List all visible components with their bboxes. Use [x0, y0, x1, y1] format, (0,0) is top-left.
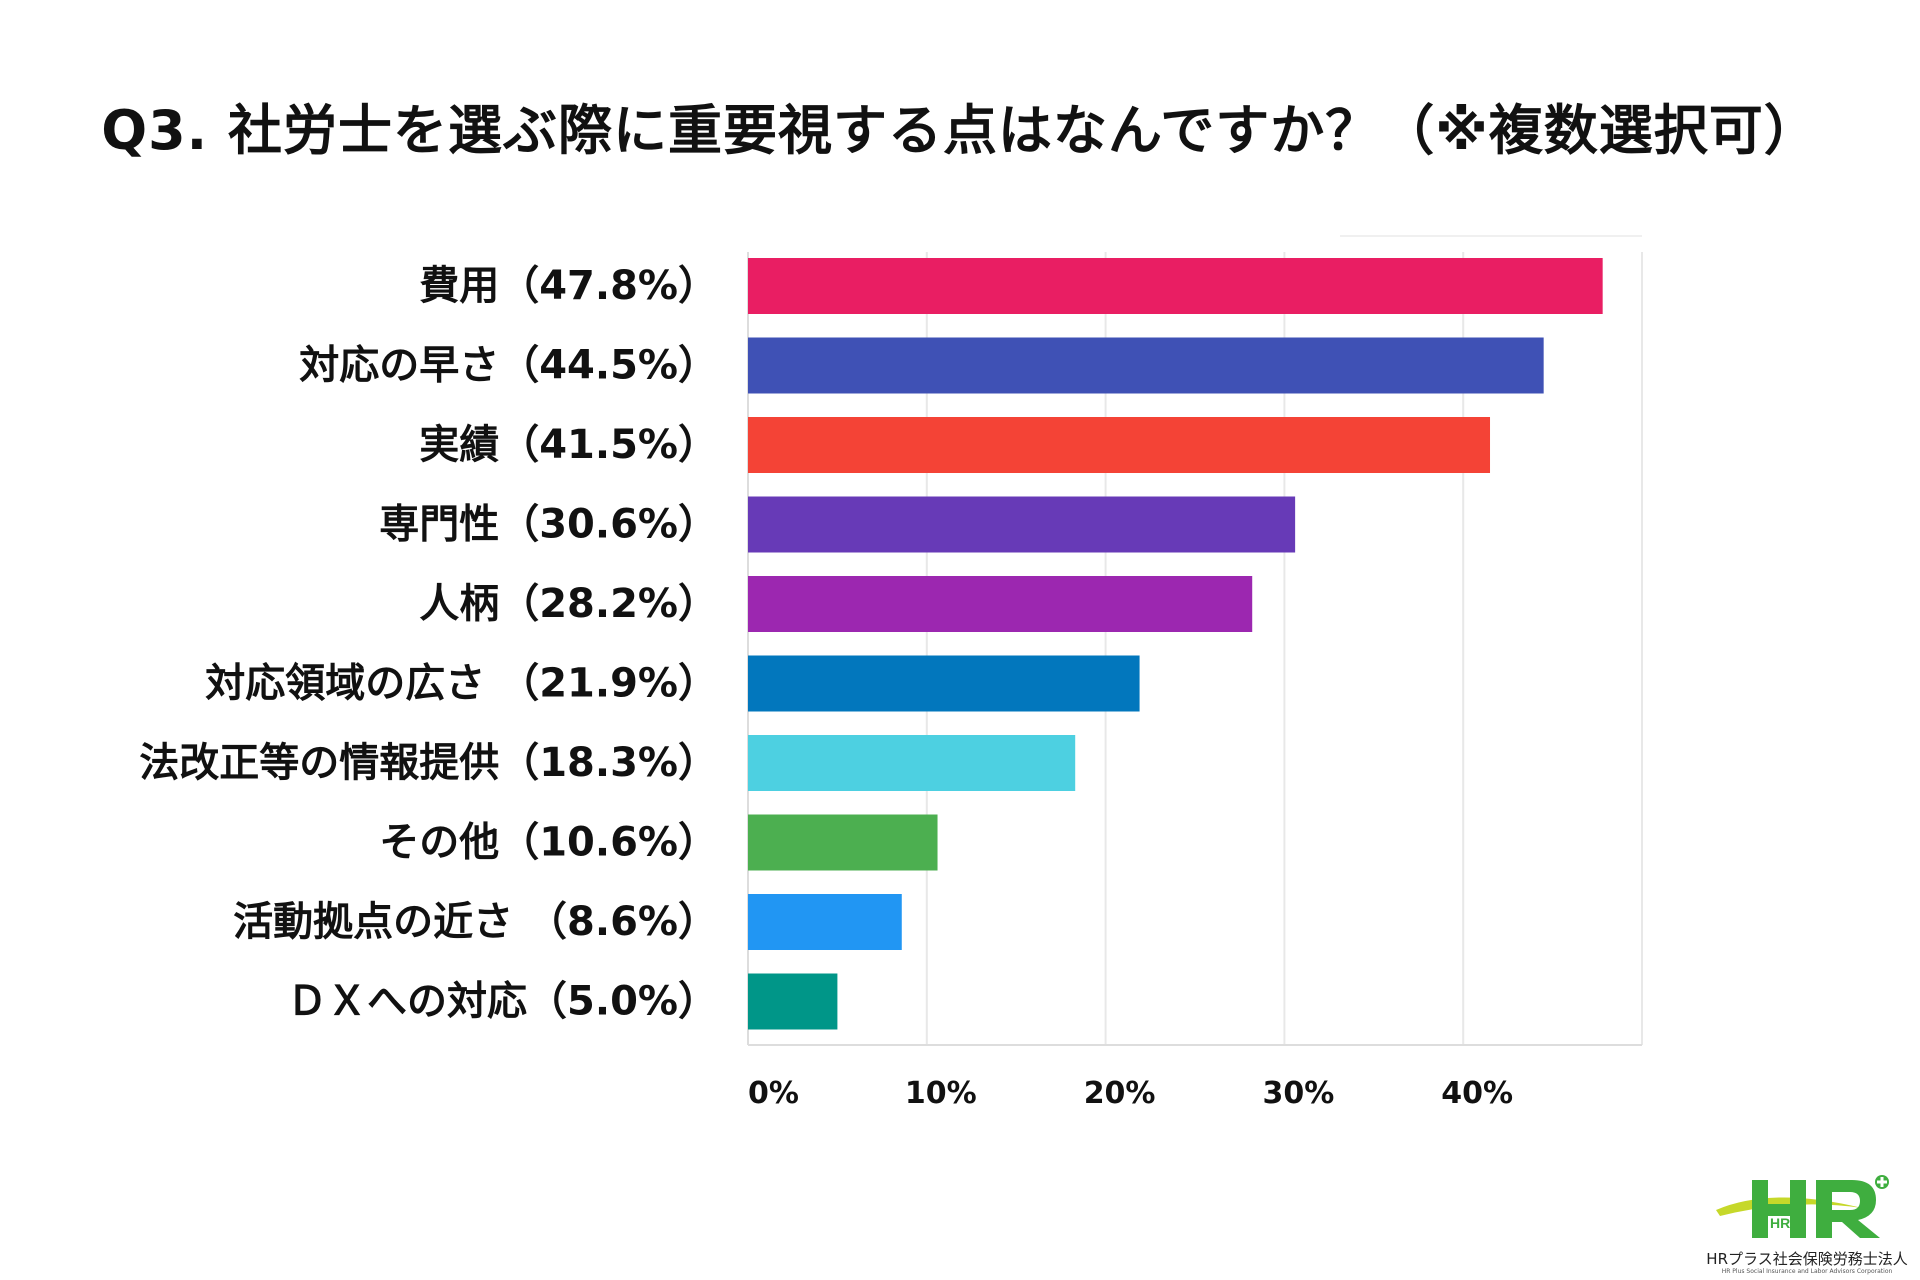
- bar-7: [748, 814, 938, 871]
- company-subtitle: HR Plus Social Insurance and Labor Advis…: [1721, 1268, 1893, 1275]
- bars: [748, 258, 1603, 1030]
- category-label-9: ＤＸへの対応（5.0%）: [287, 979, 718, 1025]
- category-label-4: 人柄（28.2%）: [419, 581, 718, 627]
- bar-4: [748, 576, 1253, 632]
- chart-title: Q3. 社労士を選ぶ際に重要視する点はなんですか？（※複数選択可）: [101, 99, 1819, 162]
- category-label-8: 活動拠点の近さ （8.6%）: [233, 899, 718, 945]
- x-tick-label-0: 0%: [748, 1076, 799, 1111]
- x-tick-label-10: 10%: [905, 1076, 977, 1111]
- category-label-6: 法改正等の情報提供（18.3%）: [139, 740, 718, 786]
- bar-8: [748, 894, 902, 950]
- x-tick-label-20: 20%: [1084, 1076, 1156, 1111]
- category-label-2: 実績（41.5%）: [419, 422, 718, 468]
- category-label-7: その他（10.6%）: [379, 820, 718, 866]
- company-name: HRプラス社会保険労務士法人: [1706, 1250, 1908, 1268]
- bar-1: [748, 337, 1544, 394]
- category-label-3: 専門性（30.6%）: [379, 502, 718, 548]
- x-tick-labels: 0% 10% 20% 30% 40%: [748, 1076, 1513, 1111]
- category-labels: 費用（47.8%） 対応の早さ（44.5%） 実績（41.5%） 専門性（30.6%）…: [139, 263, 718, 1025]
- x-tick-label-30: 30%: [1262, 1076, 1334, 1111]
- x-tick-label-40: 40%: [1441, 1076, 1513, 1111]
- svg-text:HR: HR: [1770, 1215, 1790, 1231]
- category-label-1: 対応の早さ（44.5%）: [299, 343, 718, 389]
- category-label-0: 費用（47.8%）: [419, 263, 718, 309]
- bar-6: [748, 735, 1076, 791]
- hr-logo-mark-icon: HR: [1716, 1175, 1889, 1238]
- bar-9: [748, 973, 838, 1030]
- bar-0: [748, 258, 1603, 314]
- bar-2: [748, 417, 1491, 473]
- bar-3: [748, 496, 1296, 553]
- bar-5: [748, 655, 1140, 712]
- company-logo: HR HRプラス社会保険労務士法人 HR Plus Social Insuran…: [1694, 1168, 1920, 1280]
- category-label-5: 対応領域の広さ （21.9%）: [205, 661, 718, 707]
